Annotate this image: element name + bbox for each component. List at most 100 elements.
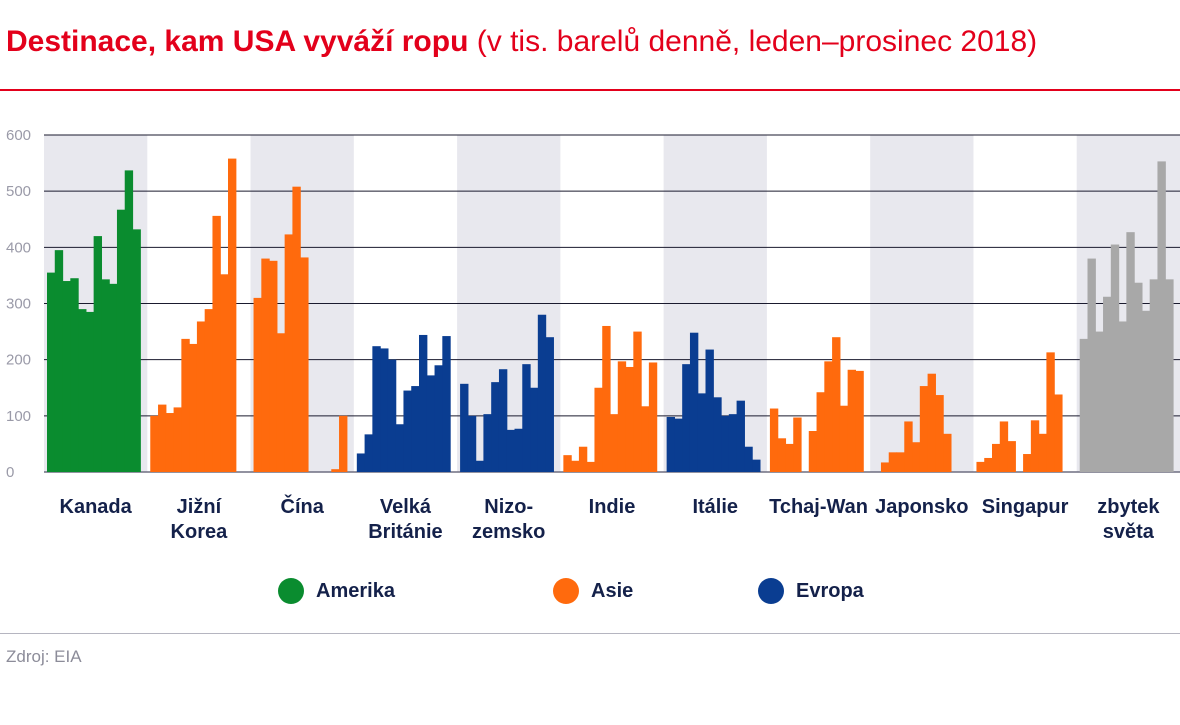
bar bbox=[212, 215, 221, 472]
bar bbox=[387, 359, 397, 472]
bar bbox=[689, 332, 699, 472]
bar bbox=[1110, 244, 1120, 472]
bar bbox=[633, 331, 642, 472]
bar bbox=[1030, 420, 1040, 472]
bar bbox=[808, 430, 818, 472]
legend-swatch-evropa bbox=[758, 578, 784, 604]
bar bbox=[1079, 338, 1089, 472]
bar bbox=[109, 283, 118, 472]
bar bbox=[1149, 279, 1159, 472]
legend-item-asie: Asie bbox=[553, 578, 633, 604]
bar bbox=[984, 457, 993, 472]
y-tick-label: 100 bbox=[6, 408, 31, 425]
chart-title: Destinace, kam USA vyváží ropu (v tis. b… bbox=[6, 22, 1037, 62]
bar bbox=[602, 325, 611, 472]
bar bbox=[426, 375, 436, 472]
bar bbox=[537, 314, 547, 472]
y-tick-label: 0 bbox=[6, 464, 14, 481]
chart-title-main: Destinace, kam USA vyváží ropu bbox=[6, 25, 469, 58]
bar bbox=[158, 404, 167, 472]
bar bbox=[847, 369, 857, 472]
bar bbox=[132, 229, 141, 472]
bar bbox=[705, 349, 714, 472]
bars bbox=[47, 158, 1174, 473]
bar bbox=[935, 395, 944, 472]
bar bbox=[419, 334, 428, 472]
bar bbox=[697, 393, 707, 472]
title-divider bbox=[0, 89, 1180, 91]
bar bbox=[292, 186, 301, 472]
category-label: Velká Británie bbox=[368, 496, 442, 543]
bar bbox=[1126, 232, 1135, 472]
legend-item-amerika: Amerika bbox=[278, 578, 395, 604]
bar bbox=[1007, 441, 1016, 472]
bar bbox=[904, 421, 913, 472]
bar bbox=[832, 337, 841, 472]
bar bbox=[261, 258, 270, 472]
category-label-line: Tchaj-Wan bbox=[769, 496, 868, 518]
bar bbox=[777, 438, 787, 472]
bar bbox=[467, 415, 477, 472]
bar bbox=[666, 416, 676, 472]
bar bbox=[571, 460, 580, 472]
bar bbox=[331, 469, 340, 472]
category-label-line: Japonsko bbox=[875, 496, 968, 518]
category-label: Kanada bbox=[60, 496, 133, 518]
bar bbox=[116, 209, 126, 472]
y-tick-label: 600 bbox=[6, 127, 31, 144]
bar bbox=[47, 272, 56, 472]
bar bbox=[625, 366, 634, 472]
bar bbox=[674, 418, 683, 472]
bar bbox=[1134, 282, 1143, 472]
bar bbox=[728, 414, 738, 472]
category-label: Tchaj-Wan bbox=[769, 496, 868, 518]
category-label-line: Kanada bbox=[60, 496, 133, 518]
bar bbox=[150, 415, 159, 472]
category-labels: Kanada Jižní Korea Čína Velká Británie Nizo-ze… bbox=[60, 494, 1161, 543]
bar bbox=[475, 460, 485, 472]
category-label-line: Čína bbox=[281, 494, 325, 518]
bar bbox=[682, 364, 691, 472]
bar bbox=[563, 455, 572, 472]
bar bbox=[855, 370, 864, 472]
bar bbox=[300, 257, 309, 472]
bar bbox=[1095, 331, 1104, 472]
bar bbox=[1118, 321, 1127, 472]
bar bbox=[228, 158, 237, 472]
category-label-line: Británie bbox=[368, 521, 442, 543]
bar bbox=[943, 433, 952, 472]
bar bbox=[880, 462, 890, 472]
source-note: Zdroj: EIA bbox=[6, 647, 82, 666]
category-label: Itálie bbox=[692, 496, 738, 518]
bar bbox=[1023, 454, 1032, 472]
bar bbox=[586, 461, 596, 472]
bar bbox=[514, 428, 523, 472]
legend-label-asie: Asie bbox=[591, 579, 634, 602]
category-label-line: Jižní bbox=[177, 496, 223, 518]
bar bbox=[491, 382, 500, 472]
category-label: Indie bbox=[589, 496, 636, 518]
category-label-line: světa bbox=[1103, 521, 1155, 543]
y-tick-label: 200 bbox=[6, 352, 31, 369]
category-label: Nizo-zemsko bbox=[472, 496, 545, 543]
bar bbox=[380, 348, 389, 472]
bar bbox=[434, 365, 443, 472]
y-tick-label: 400 bbox=[6, 239, 31, 256]
bar bbox=[220, 274, 229, 472]
bar bbox=[204, 309, 214, 472]
bar bbox=[196, 321, 206, 472]
bar bbox=[578, 446, 588, 472]
bar bbox=[506, 429, 516, 472]
bar bbox=[839, 405, 849, 472]
category-label-line: zemsko bbox=[472, 521, 545, 543]
bar bbox=[617, 361, 627, 472]
bar bbox=[1038, 433, 1048, 472]
category-label: Singapur bbox=[982, 496, 1069, 518]
bar bbox=[173, 407, 182, 472]
bar bbox=[1046, 352, 1055, 472]
bar bbox=[888, 452, 898, 472]
category-label-line: Singapur bbox=[982, 496, 1069, 518]
category-label: Čína bbox=[281, 494, 325, 518]
bar bbox=[54, 250, 64, 472]
bar bbox=[1103, 296, 1112, 472]
